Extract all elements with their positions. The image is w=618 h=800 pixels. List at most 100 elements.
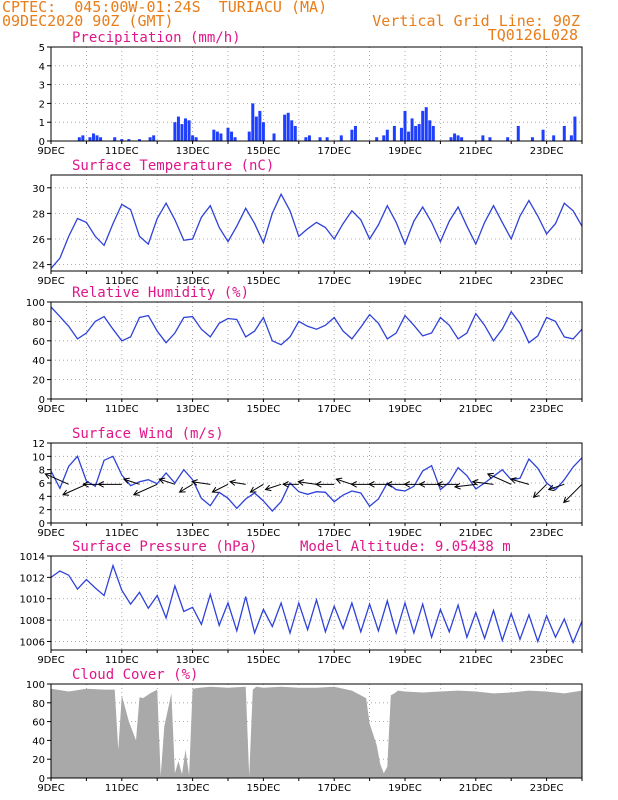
precipitation-bar xyxy=(353,125,357,141)
precipitation-xtick-label: 17DEC xyxy=(317,146,351,157)
precipitation-ytick-label: 5 xyxy=(39,43,45,54)
wind-xtick-label: 19DEC xyxy=(388,528,422,539)
wind-arrow xyxy=(159,478,176,485)
precipitation-bar xyxy=(251,103,255,141)
precipitation-bar xyxy=(272,133,276,141)
cloud-cover-ytick-label: 0 xyxy=(39,774,45,785)
wind-arrow-head xyxy=(563,496,570,504)
temperature-xtick-label: 9DEC xyxy=(37,276,64,287)
precipitation-bar xyxy=(552,135,556,141)
wind-arrow-head xyxy=(350,481,357,488)
humidity-ytick-label: 100 xyxy=(26,298,45,309)
precipitation-bar xyxy=(392,125,396,141)
precipitation-bar xyxy=(541,129,545,141)
precipitation-bar xyxy=(91,133,95,141)
humidity-ytick-label: 60 xyxy=(32,337,45,348)
wind-arrow-head xyxy=(97,481,104,488)
precipitation-bar xyxy=(350,129,354,141)
wind-xtick-label: 15DEC xyxy=(247,528,281,539)
precipitation-bar xyxy=(173,122,177,141)
precipitation-bar xyxy=(138,139,141,141)
wind-arrow xyxy=(548,483,565,491)
precipitation-bar xyxy=(421,110,425,141)
precipitation-bar xyxy=(453,133,457,141)
wind-arrow-head xyxy=(418,481,426,488)
pressure-annotation: Model Altitude: 9.05438 m xyxy=(300,539,511,555)
pressure-xtick-label: 21DEC xyxy=(459,655,493,666)
precipitation-bar xyxy=(226,127,230,141)
cloud-cover-frame xyxy=(50,683,583,779)
cloud-cover-ytick-label: 40 xyxy=(32,736,45,747)
wind-arrow xyxy=(45,473,69,485)
wind-xtick-label: 9DEC xyxy=(37,528,64,539)
precipitation-bar xyxy=(148,137,152,141)
pressure-ytick-label: 1012 xyxy=(20,573,45,584)
wind-arrow-head xyxy=(122,477,130,484)
humidity-frame xyxy=(50,301,583,400)
precipitation-bar xyxy=(95,135,99,141)
wind-arrow xyxy=(472,481,494,485)
precipitation-bar xyxy=(339,135,343,141)
pressure-xtick-label: 23DEC xyxy=(530,655,564,666)
precipitation-ytick-label: 4 xyxy=(39,62,45,73)
precipitation-bar xyxy=(304,137,308,141)
humidity-xtick-label: 21DEC xyxy=(459,404,493,415)
precipitation-bar xyxy=(424,107,428,141)
wind-frame xyxy=(50,442,583,524)
wind-arrow-head xyxy=(385,481,393,488)
precipitation-bar xyxy=(219,133,223,141)
cloud-cover-xtick-label: 17DEC xyxy=(317,783,351,794)
wind-arrow xyxy=(487,473,512,485)
precipitation-bar xyxy=(261,122,265,141)
header-line-1: CPTEC: 045:00W-01:24S TURIACU (MA) xyxy=(2,0,328,16)
pressure-ytick-label: 1014 xyxy=(20,552,45,563)
wind-arrow-head xyxy=(211,486,219,493)
pressure-xtick-label: 19DEC xyxy=(388,655,422,666)
wind-arrow xyxy=(250,483,264,493)
temperature-xtick-label: 17DEC xyxy=(317,276,351,287)
wind-arrow-head xyxy=(335,477,343,484)
wind-arrow-head xyxy=(282,481,289,488)
precipitation-xtick-label: 13DEC xyxy=(176,146,210,157)
precipitation-bar xyxy=(516,125,520,141)
precipitation-bar xyxy=(127,139,131,141)
precipitation-bar xyxy=(212,129,216,141)
precipitation-ytick-label: 1 xyxy=(39,118,45,129)
temperature-xtick-label: 23DEC xyxy=(530,276,564,287)
wind-xtick-label: 21DEC xyxy=(459,528,493,539)
header-right-2: TQ0126L028 xyxy=(487,26,578,44)
precipitation-xtick-label: 9DEC xyxy=(37,146,64,157)
wind-xtick-label: 11DEC xyxy=(105,528,139,539)
cloud-cover-ytick-label: 80 xyxy=(32,699,45,710)
wind-xtick-label: 13DEC xyxy=(176,528,210,539)
precipitation-bar xyxy=(293,125,297,141)
precipitation-xtick-label: 21DEC xyxy=(459,146,493,157)
wind-xtick-label: 17DEC xyxy=(317,528,351,539)
precipitation-xtick-label: 23DEC xyxy=(530,146,564,157)
wind-ytick-label: 12 xyxy=(32,439,45,450)
humidity-ytick-label: 20 xyxy=(32,376,45,387)
temperature-ytick-label: 28 xyxy=(32,209,45,220)
pressure-ytick-label: 1008 xyxy=(20,616,45,627)
precipitation-bar xyxy=(215,131,219,141)
pressure-title: Surface Pressure (hPa) xyxy=(72,539,257,555)
humidity-xtick-label: 11DEC xyxy=(105,404,139,415)
precipitation-bar xyxy=(460,137,464,141)
wind-arrow xyxy=(123,478,140,485)
humidity-ytick-label: 40 xyxy=(32,356,45,367)
wind-ytick-label: 2 xyxy=(39,506,45,517)
humidity-xtick-label: 9DEC xyxy=(37,404,64,415)
precipitation-frame xyxy=(50,46,583,142)
humidity-ytick-label: 80 xyxy=(32,317,45,328)
wind-arrow xyxy=(510,478,530,485)
temperature-ytick-label: 30 xyxy=(32,184,45,195)
precipitation-bar xyxy=(254,116,258,141)
wind-arrow xyxy=(533,483,547,498)
precipitation-bar xyxy=(481,135,485,141)
precipitation-bar xyxy=(530,137,534,141)
wind-ytick-label: 6 xyxy=(39,479,45,490)
precipitation-bar xyxy=(194,137,198,141)
temperature-frame xyxy=(50,174,583,272)
cloud-cover-ytick-label: 20 xyxy=(32,755,45,766)
precipitation-bar xyxy=(403,110,407,141)
